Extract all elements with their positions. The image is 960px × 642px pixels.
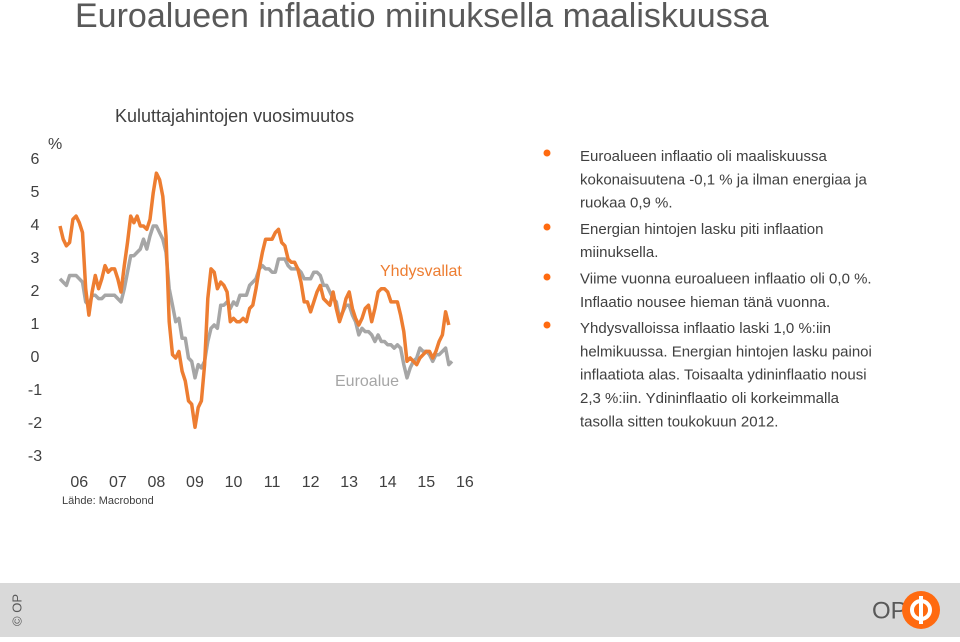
series-label: Yhdysvallat	[380, 263, 462, 280]
x-tick-label: 09	[186, 474, 204, 491]
x-tick-label: 13	[340, 474, 358, 491]
bullet-dot	[543, 273, 551, 281]
x-tick-label: 08	[147, 474, 165, 491]
x-tick-label: 11	[264, 474, 281, 491]
x-tick-label: 06	[70, 474, 88, 491]
bullet-text: miinuksella.	[580, 244, 658, 261]
x-tick-label: 14	[379, 474, 397, 491]
x-tick-label: 16	[456, 474, 474, 491]
footer-bar	[0, 583, 960, 637]
slide-title: Euroalueen inflaatio miinuksella maalisk…	[75, 0, 769, 35]
bullet-text: Energian hintojen lasku piti inflaation	[580, 221, 824, 238]
bullet-dot	[543, 223, 551, 231]
series-label: Euroalue	[335, 373, 399, 390]
bullet-dot	[543, 321, 551, 329]
y-tick-label: -3	[28, 448, 42, 465]
x-tick-label: 15	[417, 474, 435, 491]
x-tick-label: 12	[302, 474, 320, 491]
bullet-text: kokonaisuutena -0,1 % ja ilman energiaa …	[580, 171, 868, 188]
y-axis-label: %	[48, 136, 62, 153]
bullet-text: Euroalueen inflaatio oli maaliskuussa	[580, 148, 827, 165]
y-tick-label: 6	[31, 151, 40, 168]
bullet-dot	[543, 149, 551, 157]
y-tick-label: 1	[31, 316, 40, 333]
bullet-text: tasolla sitten toukokuun 2012.	[580, 413, 778, 430]
x-tick-label: 10	[225, 474, 243, 491]
y-tick-label: 4	[31, 217, 40, 234]
bullet-text: Inflaatio nousee hieman tänä vuonna.	[580, 294, 830, 311]
bullet-text: Viime vuonna euroalueen inflaatio oli 0,…	[580, 270, 872, 287]
bullet-text: inflaatiota alas. Toisaalta ydininflaati…	[580, 367, 867, 384]
bullet-text: 2,3 %:iin. Ydininflaatio oli korkeimmall…	[580, 390, 840, 407]
bullet-text: helmikuussa. Energian hintojen lasku pai…	[580, 343, 872, 360]
y-tick-label: 0	[31, 349, 40, 366]
y-tick-label: -2	[28, 415, 42, 432]
logo-text: OP	[872, 597, 907, 624]
series-line	[58, 171, 451, 430]
y-tick-label: 5	[31, 184, 40, 201]
chart-title: Kuluttajahintojen vuosimuutos	[115, 106, 354, 126]
source: Lähde: Macrobond	[62, 495, 154, 507]
y-tick-label: -1	[28, 382, 42, 399]
logo-mark	[902, 591, 940, 629]
copyright: © OP	[9, 594, 24, 626]
bullet-text: Yhdysvalloissa inflaatio laski 1,0 %:iin	[580, 320, 831, 337]
y-tick-label: 3	[31, 250, 40, 267]
x-tick-label: 07	[109, 474, 127, 491]
y-tick-label: 2	[31, 283, 40, 300]
bullet-text: ruokaa 0,9 %.	[580, 195, 673, 212]
